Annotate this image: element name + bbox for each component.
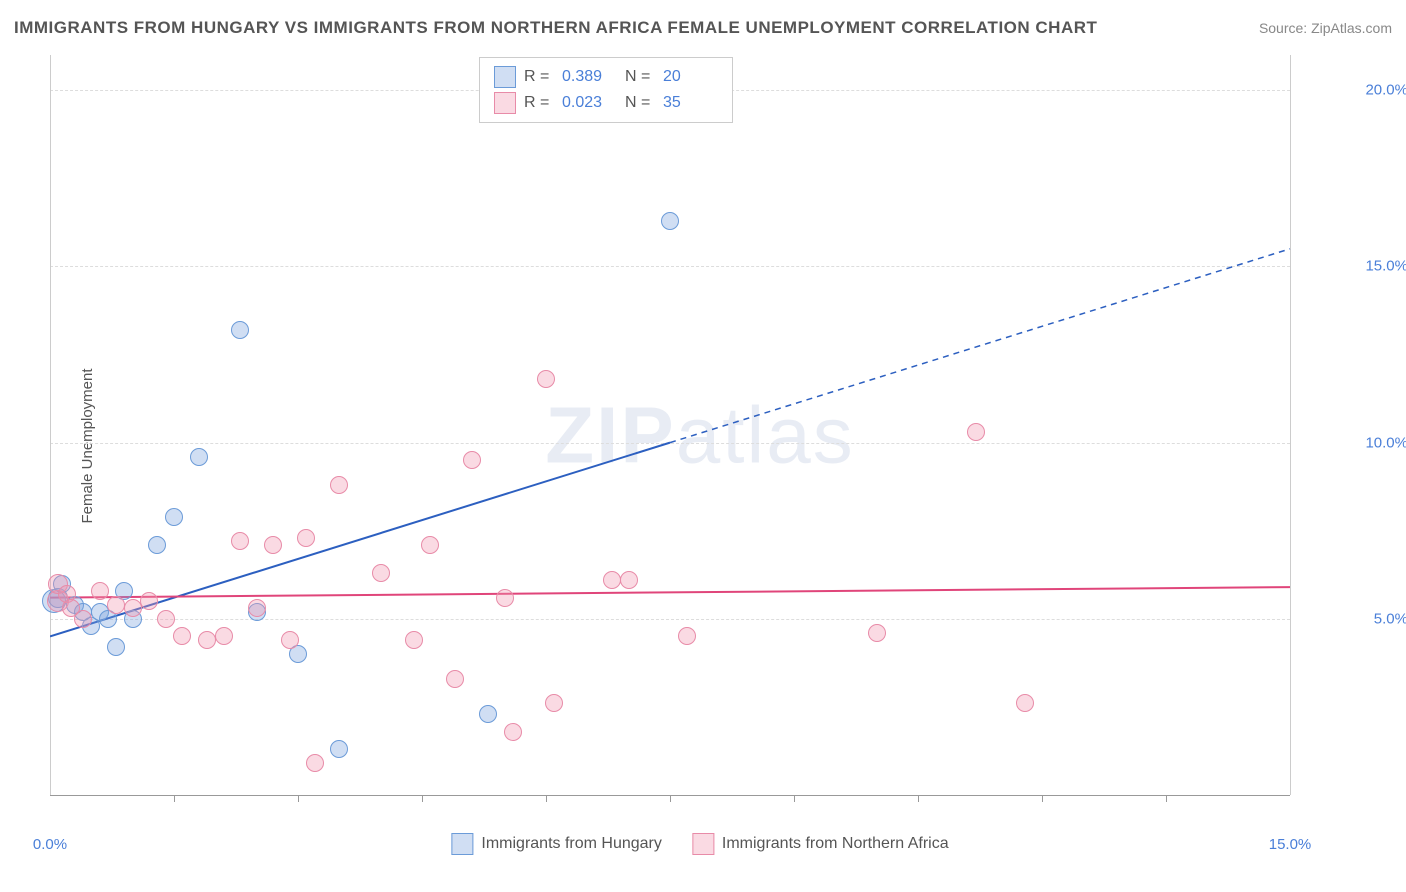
scatter-point [496, 589, 514, 607]
chart-plot-area: ZIPatlas 5.0%10.0%15.0%20.0%0.0%15.0%R =… [50, 55, 1350, 825]
scatter-point [165, 508, 183, 526]
scatter-point [479, 705, 497, 723]
trend-line-dashed [670, 249, 1290, 443]
scatter-point [678, 627, 696, 645]
scatter-point [603, 571, 621, 589]
plot-border [1290, 55, 1291, 795]
n-label: N = [625, 68, 655, 86]
scatter-point [157, 610, 175, 628]
scatter-point [173, 627, 191, 645]
scatter-point [405, 631, 423, 649]
source-link[interactable]: ZipAtlas.com [1311, 20, 1392, 36]
scatter-point [372, 564, 390, 582]
y-axis-tick-label: 20.0% [1365, 82, 1406, 99]
x-axis-minor-tick [422, 795, 423, 802]
scatter-point [967, 423, 985, 441]
scatter-point [231, 321, 249, 339]
y-axis-tick-label: 5.0% [1374, 610, 1406, 627]
legend-swatch [692, 833, 714, 855]
scatter-point [446, 670, 464, 688]
scatter-point [107, 638, 125, 656]
scatter-point [537, 370, 555, 388]
r-value: 0.389 [562, 68, 617, 86]
x-axis-minor-tick [670, 795, 671, 802]
gridline-horizontal [50, 443, 1290, 444]
x-axis-minor-tick [918, 795, 919, 802]
scatter-point [330, 740, 348, 758]
n-label: N = [625, 94, 655, 112]
watermark: ZIPatlas [545, 389, 854, 481]
trend-lines-layer [50, 55, 1350, 825]
scatter-point [620, 571, 638, 589]
x-axis-minor-tick [794, 795, 795, 802]
n-value: 20 [663, 68, 718, 86]
scatter-point [215, 627, 233, 645]
x-axis-minor-tick [1166, 795, 1167, 802]
r-value: 0.023 [562, 94, 617, 112]
watermark-zip: ZIP [545, 390, 675, 479]
scatter-point [463, 451, 481, 469]
series-legend-label: Immigrants from Northern Africa [722, 835, 949, 853]
correlation-legend: R = 0.389 N = 20 R = 0.023 N = 35 [479, 57, 733, 123]
watermark-atlas: atlas [676, 390, 855, 479]
correlation-legend-row: R = 0.023 N = 35 [494, 90, 718, 116]
scatter-point [330, 476, 348, 494]
scatter-point [107, 596, 125, 614]
scatter-point [91, 582, 109, 600]
series-legend: Immigrants from Hungary Immigrants from N… [451, 833, 948, 855]
scatter-point [248, 599, 266, 617]
series-legend-item: Immigrants from Northern Africa [692, 833, 949, 855]
scatter-point [306, 754, 324, 772]
scatter-point [297, 529, 315, 547]
scatter-point [124, 599, 142, 617]
x-axis-tick-label: 0.0% [33, 836, 67, 853]
x-axis-tick-label: 15.0% [1269, 836, 1312, 853]
y-axis-tick-label: 15.0% [1365, 258, 1406, 275]
gridline-horizontal [50, 619, 1290, 620]
scatter-point [868, 624, 886, 642]
plot-border [50, 55, 51, 795]
legend-swatch [494, 92, 516, 114]
scatter-point [264, 536, 282, 554]
x-axis-minor-tick [298, 795, 299, 802]
gridline-horizontal [50, 266, 1290, 267]
chart-title: IMMIGRANTS FROM HUNGARY VS IMMIGRANTS FR… [14, 18, 1097, 38]
legend-swatch [494, 66, 516, 88]
series-legend-label: Immigrants from Hungary [481, 835, 662, 853]
scatter-point [231, 532, 249, 550]
scatter-point [661, 212, 679, 230]
scatter-point [281, 631, 299, 649]
scatter-point [198, 631, 216, 649]
r-label: R = [524, 94, 554, 112]
correlation-legend-row: R = 0.389 N = 20 [494, 64, 718, 90]
scatter-point [140, 592, 158, 610]
scatter-point [190, 448, 208, 466]
x-axis-minor-tick [546, 795, 547, 802]
x-axis-minor-tick [1042, 795, 1043, 802]
r-label: R = [524, 68, 554, 86]
x-axis-minor-tick [174, 795, 175, 802]
y-axis-tick-label: 10.0% [1365, 434, 1406, 451]
scatter-point [504, 723, 522, 741]
scatter-point [148, 536, 166, 554]
scatter-point [74, 610, 92, 628]
scatter-point [545, 694, 563, 712]
scatter-point [1016, 694, 1034, 712]
source-label: Source: [1259, 20, 1307, 36]
n-value: 35 [663, 94, 718, 112]
legend-swatch [451, 833, 473, 855]
scatter-point [421, 536, 439, 554]
source-attribution: Source: ZipAtlas.com [1259, 20, 1392, 36]
trend-line-solid [50, 587, 1290, 598]
series-legend-item: Immigrants from Hungary [451, 833, 662, 855]
